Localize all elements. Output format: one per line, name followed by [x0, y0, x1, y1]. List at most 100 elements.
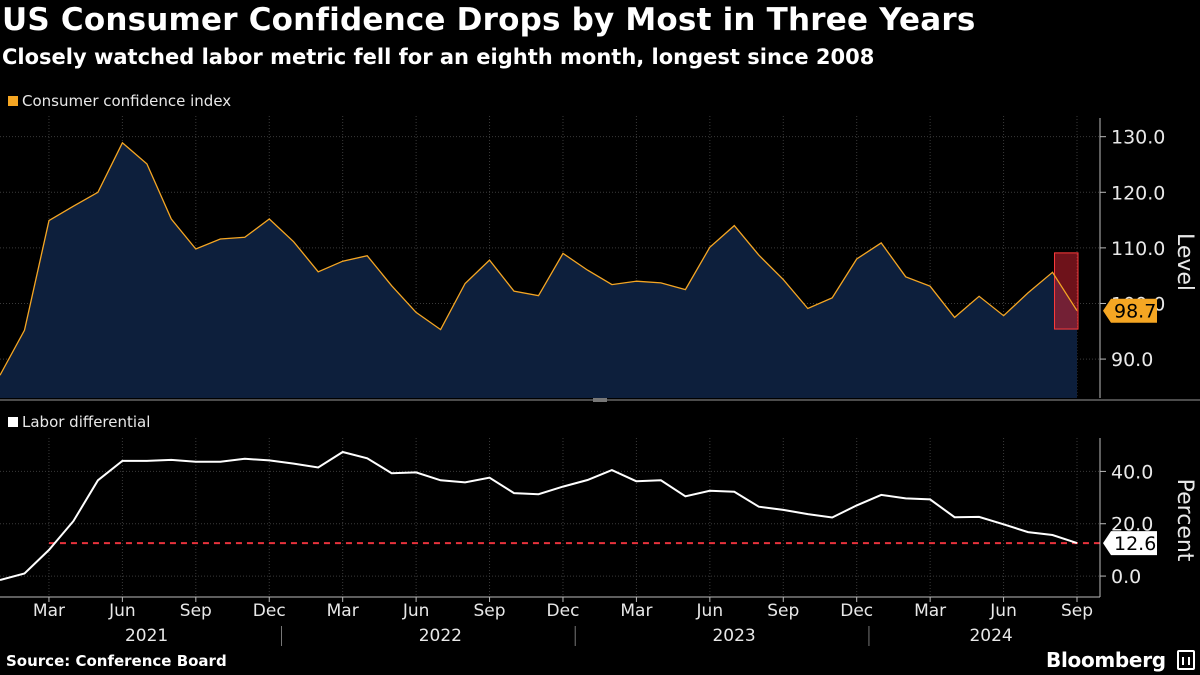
chart-title: US Consumer Confidence Drops by Most in … — [2, 2, 976, 38]
confidence-point — [611, 283, 613, 285]
legend-consumer-confidence: Consumer confidence index — [8, 92, 231, 110]
confidence-point — [660, 282, 662, 284]
x-tick-label: Jun — [402, 601, 430, 621]
labor-point — [586, 479, 588, 481]
x-tick-label: Mar — [914, 601, 946, 621]
axis-labels: 90.0100.0110.0120.0130.00.020.040.0Level… — [33, 127, 1197, 646]
labor-point — [244, 458, 246, 460]
top-ytick-label: 110.0 — [1111, 238, 1165, 260]
top-ytick-label: 120.0 — [1111, 182, 1165, 204]
confidence-point — [390, 284, 392, 286]
confidence-point — [366, 254, 368, 256]
x-year-label: 2023 — [712, 626, 755, 646]
confidence-point — [1002, 315, 1004, 317]
labor-point — [562, 485, 564, 487]
confidence-point — [244, 236, 246, 238]
chart-subtitle: Closely watched labor metric fell for an… — [2, 45, 875, 69]
confidence-point — [48, 219, 50, 221]
labor-point — [121, 460, 123, 462]
legend-label-consumer-confidence: Consumer confidence index — [22, 92, 232, 110]
labor-point — [513, 492, 515, 494]
labor-point — [268, 459, 270, 461]
confidence-point — [513, 290, 515, 292]
x-tick-label: Mar — [620, 601, 652, 621]
confidence-point — [953, 316, 955, 318]
confidence-point — [562, 252, 564, 254]
labor-point — [929, 498, 931, 500]
brand-logo: Bloomberg — [1046, 648, 1166, 672]
x-year-label: 2022 — [419, 626, 462, 646]
labor-point — [831, 516, 833, 518]
labor-differential-line — [0, 450, 1078, 581]
confidence-point — [733, 224, 735, 226]
labor-point — [1051, 534, 1053, 536]
confidence-point — [268, 218, 270, 220]
x-tick-label: Jun — [989, 601, 1017, 621]
confidence-point — [537, 294, 539, 296]
confidence-point — [1076, 310, 1078, 312]
labor-point — [856, 504, 858, 506]
labor-point — [660, 479, 662, 481]
confidence-point — [23, 329, 25, 331]
labor-point — [782, 509, 784, 511]
labor-point — [72, 520, 74, 522]
top-ytick-label: 130.0 — [1111, 127, 1165, 149]
labor-point — [219, 461, 221, 463]
confidence-point — [782, 278, 784, 280]
labor-point — [488, 476, 490, 478]
labor-point — [635, 480, 637, 482]
labor-point — [170, 459, 172, 461]
labor-point — [23, 572, 25, 574]
labor-point — [1027, 531, 1029, 533]
confidence-point — [635, 280, 637, 282]
labor-differential-points — [0, 451, 1078, 581]
confidence-point — [856, 258, 858, 260]
labor-point — [904, 497, 906, 499]
confidence-point — [121, 142, 123, 144]
confidence-latest-callout: 98.7 — [1114, 301, 1156, 323]
x-year-label: 2021 — [125, 626, 168, 646]
labor-point — [195, 461, 197, 463]
x-tick-label: Dec — [547, 601, 580, 621]
confidence-point — [978, 295, 980, 297]
confidence-point — [415, 311, 417, 313]
bottom-y-axis-title: Percent — [1172, 479, 1197, 562]
brand-terminal-icon — [1177, 650, 1195, 670]
labor-point — [341, 451, 343, 453]
bottom-ytick-label: 20.0 — [1111, 514, 1153, 536]
confidence-point — [880, 242, 882, 244]
labor-point — [464, 481, 466, 483]
labor-latest-callout: 12.6 — [1114, 533, 1156, 555]
x-tick-label: Dec — [253, 601, 286, 621]
confidence-point — [341, 260, 343, 262]
confidence-latest-callout-box — [1103, 298, 1157, 323]
labor-point — [146, 460, 148, 462]
confidence-point — [1027, 292, 1029, 294]
source-note: Source: Conference Board — [6, 652, 227, 670]
confidence-point — [195, 248, 197, 250]
x-tick-label: Sep — [1061, 601, 1093, 621]
confidence-point — [439, 328, 441, 330]
labor-point — [1002, 523, 1004, 525]
confidence-point — [904, 276, 906, 278]
bottom-ytick-label: 0.0 — [1111, 566, 1141, 588]
labor-point — [880, 494, 882, 496]
labor-point — [1076, 542, 1078, 544]
labor-point — [293, 462, 295, 464]
consumer-confidence-line — [0, 141, 1078, 376]
legend-swatch-white — [8, 417, 18, 427]
legend-swatch-orange — [8, 96, 18, 106]
labor-point — [758, 506, 760, 508]
confidence-point — [1051, 271, 1053, 273]
confidence-point — [170, 218, 172, 220]
labor-point — [978, 516, 980, 518]
latest-change-highlight — [1054, 252, 1079, 330]
labor-point — [48, 549, 50, 551]
labor-point — [317, 466, 319, 468]
x-tick-label: Mar — [33, 601, 65, 621]
x-tick-label: Sep — [180, 601, 212, 621]
labor-point — [611, 469, 613, 471]
axes — [0, 118, 1200, 646]
x-tick-label: Jun — [696, 601, 724, 621]
